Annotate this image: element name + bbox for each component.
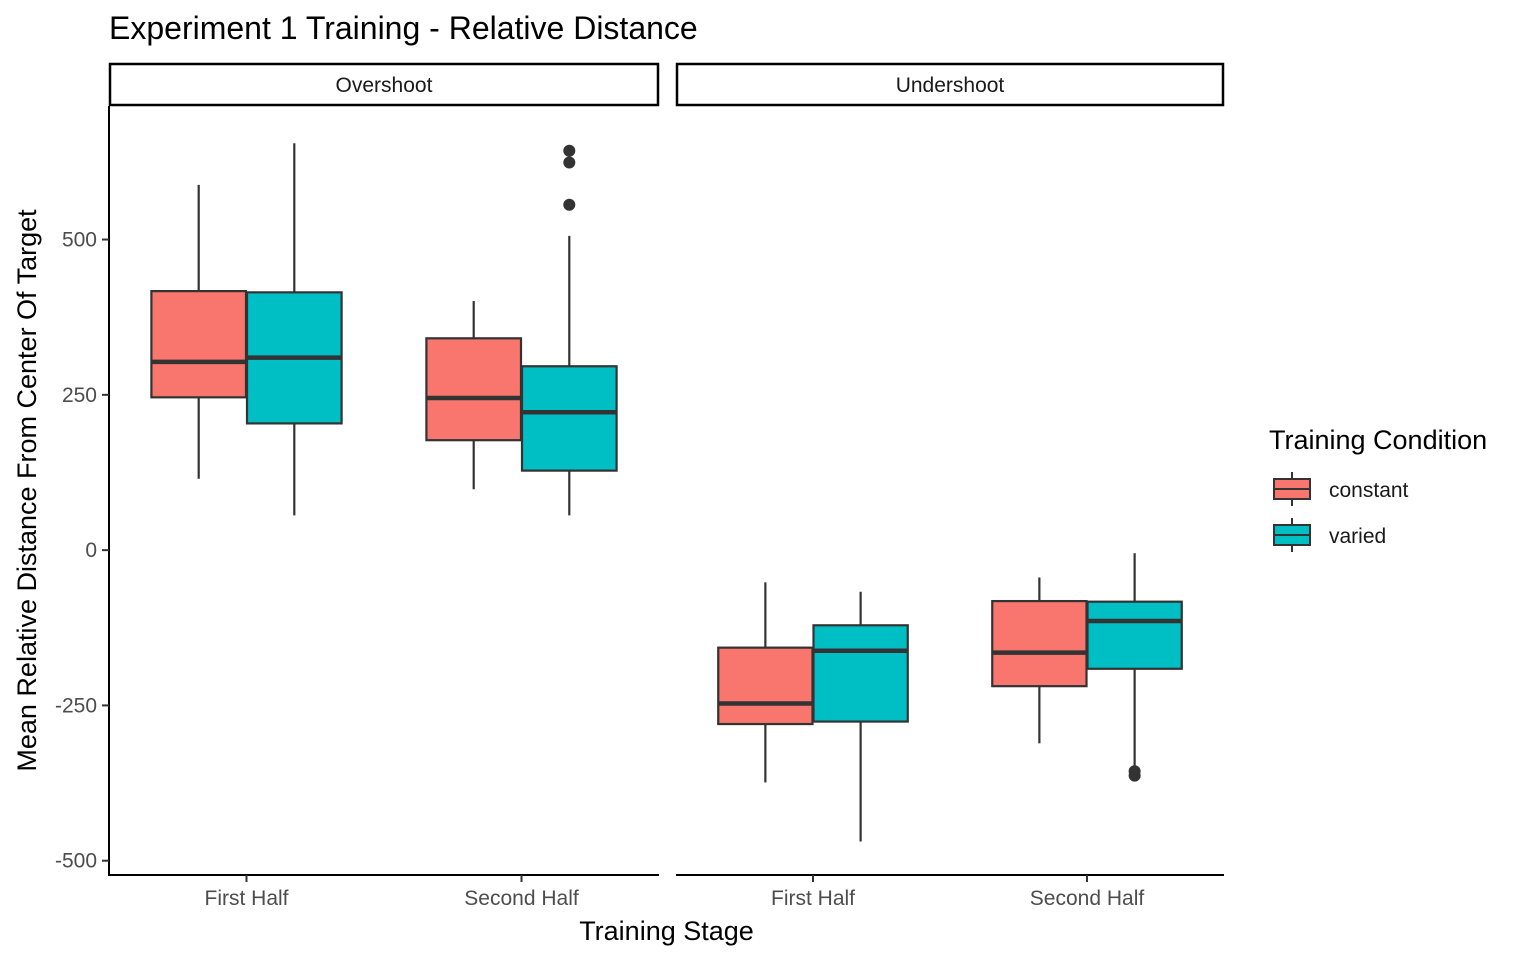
outlier-point: [1128, 769, 1141, 782]
x-axis-label: Training Stage: [579, 916, 754, 946]
box-first-half-constant: [150, 184, 248, 479]
legend-item-varied: varied: [1273, 518, 1386, 552]
y-tick-label: 0: [85, 539, 97, 562]
box-body: [812, 624, 909, 723]
box-body: [991, 599, 1088, 688]
y-tick-label: 500: [62, 229, 97, 252]
box-second-half-constant: [425, 301, 523, 490]
legend-label: varied: [1329, 525, 1386, 548]
y-tick-label: -500: [55, 850, 97, 873]
box-body: [1086, 600, 1183, 670]
legend: Training Condition constant varied: [1269, 425, 1487, 552]
y-axis-label: Mean Relative Distance From Center Of Ta…: [12, 209, 42, 772]
outlier-point: [563, 144, 576, 157]
legend-item-constant: constant: [1273, 472, 1409, 506]
x-tick-label: Second Half: [464, 887, 579, 910]
outlier-point: [563, 156, 576, 169]
box-second-half-varied: [520, 144, 618, 516]
facet-panel-overshoot: Overshoot First Half Second Half: [108, 62, 660, 910]
facet-strip-label: Overshoot: [336, 74, 433, 97]
box-first-half-varied: [245, 143, 343, 516]
y-tick-label: 250: [62, 384, 97, 407]
box-first-half-constant: [717, 582, 814, 783]
y-tick-label: -250: [55, 694, 97, 717]
x-tick-label: First Half: [771, 887, 855, 910]
facet-panel-undershoot: Undershoot First Half Second Half: [675, 62, 1225, 910]
chart-title: Experiment 1 Training - Relative Distanc…: [109, 10, 698, 46]
x-tick-label: Second Half: [1030, 887, 1145, 910]
facet-strip: [675, 62, 1225, 107]
box-second-half-constant: [991, 577, 1088, 744]
facet-strip: [108, 62, 660, 107]
facet-strip-label: Undershoot: [896, 74, 1005, 97]
legend-label: constant: [1329, 479, 1409, 502]
box-body: [425, 337, 523, 442]
box-body: [150, 290, 248, 399]
x-tick-label: First Half: [205, 887, 289, 910]
box-body: [717, 646, 814, 726]
y-axis: -500 -250 0 250 500: [55, 106, 110, 876]
box-first-half-varied: [812, 591, 909, 842]
box-body: [520, 365, 618, 472]
legend-title: Training Condition: [1269, 425, 1487, 455]
box-second-half-varied: [1086, 553, 1183, 782]
outlier-point: [563, 198, 576, 211]
